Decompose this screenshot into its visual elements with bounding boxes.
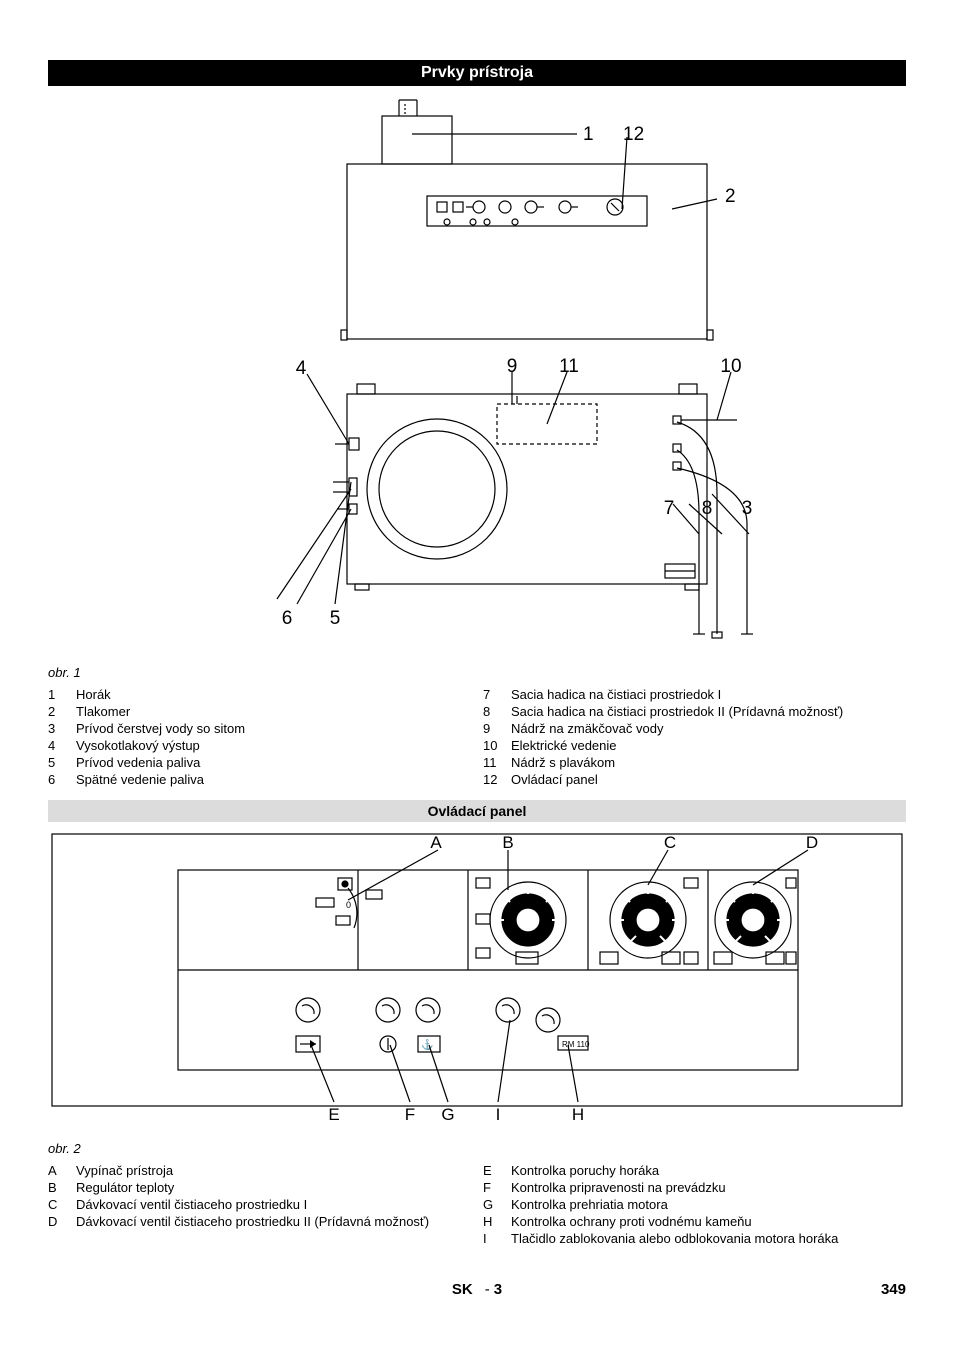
callout-H: H [572, 1105, 584, 1124]
legend1-t-3: Prívod čerstvej vody so sitom [76, 721, 245, 736]
legend1r-n-7: 7 [483, 687, 501, 702]
footer-lang: SK [452, 1281, 473, 1298]
callout-F: F [405, 1105, 415, 1124]
svg-text:⚓: ⚓ [421, 1038, 433, 1051]
footer-global-page: 349 [881, 1281, 906, 1298]
callout-6: 6 [282, 608, 293, 629]
legend1-n-3: 3 [48, 721, 66, 736]
svg-text:0: 0 [346, 900, 351, 910]
legend1-n-4: 4 [48, 738, 66, 753]
footer-separator: - [485, 1281, 490, 1298]
legend1-t-2: Tlakomer [76, 704, 130, 719]
figure-1-caption: obr. 1 [48, 665, 906, 680]
callout-1: 1 [583, 124, 594, 145]
legend2r-t-E: Kontrolka poruchy horáka [511, 1163, 659, 1178]
legend2r-t-F: Kontrolka pripravenosti na prevádzku [511, 1180, 726, 1195]
legend2r-n-H: H [483, 1214, 501, 1229]
legend2-t-B: Regulátor teploty [76, 1180, 174, 1195]
legend1-t-5: Prívod vedenia paliva [76, 755, 200, 770]
legend1-t-1: Horák [76, 687, 111, 702]
legend1r-t-9: Nádrž na zmäkčovač vody [511, 721, 663, 736]
callout-3: 3 [742, 498, 753, 519]
callout-9: 9 [507, 356, 518, 377]
callout-C: C [664, 833, 676, 852]
callout-7: 7 [664, 498, 675, 519]
legend1r-n-9: 9 [483, 721, 501, 736]
legend1r-t-8: Sacia hadica na čistiaci prostriedok II … [511, 704, 843, 719]
legend2r-t-H: Kontrolka ochrany proti vodnému kameňu [511, 1214, 752, 1229]
legend2r-t-G: Kontrolka prehriatia motora [511, 1197, 668, 1212]
legend2r-n-I: I [483, 1231, 501, 1246]
legend1r-t-10: Elektrické vedenie [511, 738, 617, 753]
legend1-t-4: Vysokotlakový výstup [76, 738, 200, 753]
callout-11: 11 [559, 356, 579, 377]
legend1-n-1: 1 [48, 687, 66, 702]
legend2-n-C: C [48, 1197, 66, 1212]
legend2r-n-G: G [483, 1197, 501, 1212]
legend2-n-D: D [48, 1214, 66, 1229]
callout-2: 2 [725, 186, 736, 207]
figure-2-caption: obr. 2 [48, 1141, 906, 1156]
section-header: Prvky prístroja [48, 60, 906, 86]
callout-E: E [328, 1105, 339, 1124]
legend1-n-2: 2 [48, 704, 66, 719]
legend2r-t-I: Tlačidlo zablokovania alebo odblokovania… [511, 1231, 838, 1246]
figure-2-diagram: 0 [48, 830, 906, 1133]
callout-G: G [441, 1105, 454, 1124]
callout-I: I [496, 1105, 501, 1124]
legend2r-n-F: F [483, 1180, 501, 1195]
legend1r-n-12: 12 [483, 772, 501, 787]
page-footer: SK - 3 349 [48, 1281, 906, 1298]
legend1-n-5: 5 [48, 755, 66, 770]
legend1r-t-7: Sacia hadica na čistiaci prostriedok I [511, 687, 721, 702]
footer-local-page: 3 [494, 1281, 502, 1298]
figure-1-legend: 1 Horák 2 Tlakomer 3 Prívod čerstvej vody s… [48, 686, 906, 788]
figure-2-legend: A Vypínač prístroja B Regulátor teploty CD… [48, 1162, 906, 1247]
legend2-n-A: A [48, 1163, 66, 1178]
legend1r-n-11: 11 [483, 755, 501, 770]
legend1r-n-8: 8 [483, 704, 501, 719]
legend1r-n-10: 10 [483, 738, 501, 753]
legend2-t-A: Vypínač prístroja [76, 1163, 173, 1178]
callout-12: 12 [623, 124, 644, 145]
svg-text:RM 110: RM 110 [562, 1040, 590, 1049]
callout-4: 4 [296, 358, 307, 379]
legend2-t-C: Dávkovací ventil čistiaceho prostriedku … [76, 1197, 307, 1212]
figure-1-diagram: 1 12 2 4 9 11 10 6 5 7 8 3 [48, 94, 906, 657]
legend2-n-B: B [48, 1180, 66, 1195]
callout-5: 5 [330, 608, 341, 629]
legend2-t-D: Dávkovací ventil čistiaceho prostriedku … [76, 1214, 429, 1229]
callout-D: D [806, 833, 818, 852]
legend2r-n-E: E [483, 1163, 501, 1178]
legend1-t-6: Spätné vedenie paliva [76, 772, 204, 787]
legend1r-t-12: Ovládací panel [511, 772, 598, 787]
callout-A: A [430, 833, 442, 852]
callout-B: B [502, 833, 513, 852]
callout-10: 10 [720, 356, 741, 377]
callout-8: 8 [702, 498, 713, 519]
sub-header: Ovládací panel [48, 800, 906, 822]
legend1r-t-11: Nádrž s plavákom [511, 755, 615, 770]
legend1-n-6: 6 [48, 772, 66, 787]
